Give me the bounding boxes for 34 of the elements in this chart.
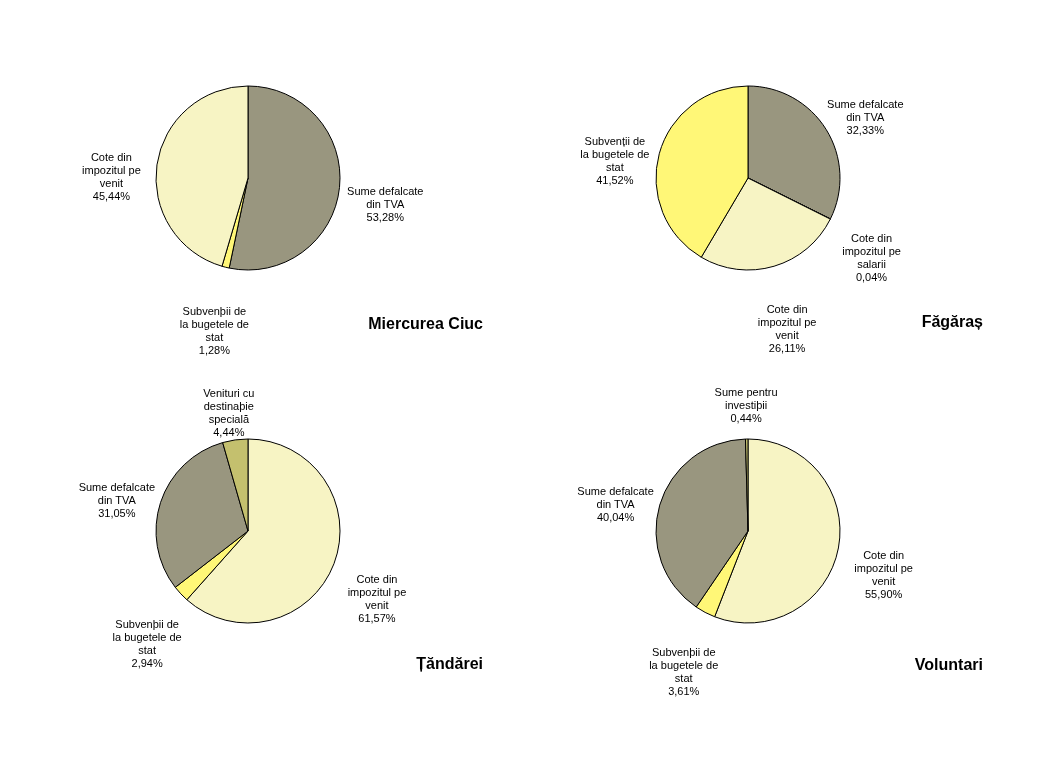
data-label: 31,05% [98,507,136,520]
data-label: 40,04% [596,511,635,524]
slice-label: Sume defalcate din TVA [347,185,424,211]
slice-label: Cote din impozitul pe venit [347,573,407,612]
data-label: 4,44% [213,426,245,439]
data-label: 1,28% [198,343,231,356]
data-label: 2,94% [131,657,163,670]
slice-label: Subvenþii de la bugetele de stat [179,304,249,343]
slice-label: Sume pentru investiþii [714,386,778,412]
slice-label: Venituri cu destinaþie specială [203,387,255,426]
data-label: 41,52% [596,173,634,186]
slice-label: Cote din impozitul pe venit [757,303,817,342]
data-label: 61,57% [358,612,396,625]
slice-label: Sume defalcate din TVA [78,481,156,507]
data-label: 0,44% [730,412,762,425]
slice-label: Subvenþii de la bugetele de stat [649,646,719,685]
data-label: 45,44% [92,190,131,203]
text: Voluntari [914,656,983,674]
data-label: 55,90% [864,588,903,601]
data-label: 0,04% [855,271,888,284]
slice-label: Cote din impozitul pe venit [82,151,141,190]
data-label: 3,61% [668,685,700,698]
text: Țăndărei [416,655,483,672]
slice-label: Cote din impozitul pe salarii [842,232,901,271]
slice-label: Sume defalcate din TVA [577,485,654,511]
slice-label: Sume defalcate din TVA [827,98,904,124]
slice-label: Subvenþii de la bugetele de stat [112,618,182,657]
text: Miercurea Ciuc [368,314,484,332]
data-label: 32,33% [846,124,885,137]
slice-label: Cote din impozitul pe venit [854,549,913,588]
slice-label: Subvenții de la bugetele de stat [580,134,650,173]
data-label: 26,11% [768,342,806,355]
text: Făgăraș [921,313,984,331]
data-label: 53,28% [366,211,405,224]
